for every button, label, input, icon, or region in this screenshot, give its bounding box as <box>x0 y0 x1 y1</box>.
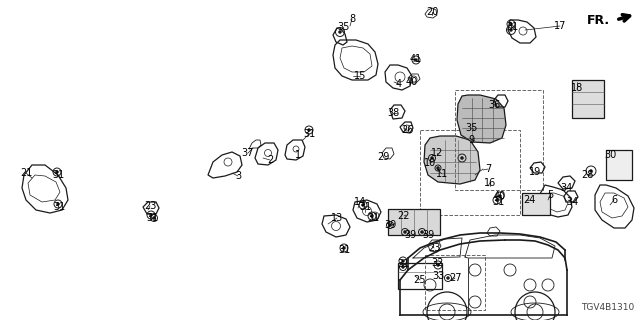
Circle shape <box>420 230 424 234</box>
Circle shape <box>499 195 502 197</box>
Text: 31: 31 <box>53 202 65 212</box>
Circle shape <box>403 230 406 234</box>
Text: 31: 31 <box>367 213 379 223</box>
Polygon shape <box>424 136 480 184</box>
Text: 31: 31 <box>146 213 158 223</box>
Text: 5: 5 <box>547 190 553 200</box>
Text: 20: 20 <box>426 7 438 17</box>
Circle shape <box>415 59 417 61</box>
Text: 4: 4 <box>396 79 402 89</box>
Text: 21: 21 <box>20 168 32 178</box>
Text: 7: 7 <box>485 164 491 174</box>
Text: 2: 2 <box>267 155 273 165</box>
Text: 39: 39 <box>422 230 434 240</box>
Text: 31: 31 <box>359 202 371 212</box>
Circle shape <box>388 223 392 227</box>
Text: 33: 33 <box>432 271 444 281</box>
Text: FR.: FR. <box>587 14 610 28</box>
Text: 3: 3 <box>235 171 241 181</box>
Bar <box>420 130 520 215</box>
Text: 13: 13 <box>331 213 343 223</box>
Circle shape <box>56 171 58 173</box>
Text: 27: 27 <box>449 273 461 283</box>
Bar <box>425 255 485 310</box>
Text: 22: 22 <box>397 211 410 221</box>
Text: 23: 23 <box>144 201 156 211</box>
Text: 32: 32 <box>432 258 444 268</box>
Circle shape <box>470 126 474 130</box>
Circle shape <box>461 156 463 159</box>
Text: 28: 28 <box>581 170 593 180</box>
Text: 34: 34 <box>566 197 578 207</box>
Bar <box>388 209 440 235</box>
Bar <box>572 80 604 118</box>
Circle shape <box>436 263 440 267</box>
Text: 18: 18 <box>571 83 583 93</box>
Text: 19: 19 <box>529 167 541 177</box>
Text: 29: 29 <box>377 152 389 162</box>
Circle shape <box>401 266 404 268</box>
Bar <box>455 90 543 190</box>
Text: 40: 40 <box>494 191 506 201</box>
Text: 9: 9 <box>468 135 474 145</box>
Circle shape <box>342 246 346 250</box>
Bar <box>606 150 632 180</box>
Circle shape <box>307 129 310 132</box>
Text: 31: 31 <box>338 245 350 255</box>
Text: 35: 35 <box>466 123 478 133</box>
Circle shape <box>401 260 404 262</box>
Circle shape <box>495 198 499 202</box>
Text: 38: 38 <box>387 108 399 118</box>
Polygon shape <box>457 95 506 143</box>
Circle shape <box>447 276 449 279</box>
Text: 31: 31 <box>52 170 64 180</box>
Bar <box>398 263 442 289</box>
Text: 6: 6 <box>611 195 617 205</box>
Text: TGV4B1310: TGV4B1310 <box>580 303 634 312</box>
Text: 31: 31 <box>303 129 315 139</box>
Text: 41: 41 <box>410 54 422 64</box>
Text: 37: 37 <box>242 148 254 158</box>
Circle shape <box>371 214 374 218</box>
Bar <box>522 193 550 215</box>
Text: 15: 15 <box>354 71 366 81</box>
Text: 16: 16 <box>484 178 496 188</box>
Circle shape <box>436 166 440 170</box>
Circle shape <box>431 156 433 159</box>
Text: 31: 31 <box>397 259 409 269</box>
Text: 11: 11 <box>436 169 448 179</box>
Text: 34: 34 <box>560 183 572 193</box>
Text: 1: 1 <box>295 150 301 160</box>
Circle shape <box>509 28 513 31</box>
Text: 10: 10 <box>424 158 436 168</box>
Text: 24: 24 <box>523 195 535 205</box>
Text: 8: 8 <box>349 14 355 24</box>
Text: 35: 35 <box>337 22 349 32</box>
Circle shape <box>509 22 513 26</box>
Text: 39: 39 <box>384 220 396 230</box>
Circle shape <box>362 204 365 206</box>
Text: 14: 14 <box>354 197 366 207</box>
Text: 23: 23 <box>428 243 440 253</box>
Text: 30: 30 <box>604 150 616 160</box>
Text: 17: 17 <box>554 21 566 31</box>
Text: 26: 26 <box>401 125 413 135</box>
Circle shape <box>56 203 60 205</box>
Text: 31: 31 <box>492 197 504 207</box>
Text: 12: 12 <box>431 148 443 158</box>
Text: 31: 31 <box>506 22 518 32</box>
Circle shape <box>152 217 156 220</box>
Circle shape <box>589 170 593 172</box>
Text: 39: 39 <box>404 230 416 240</box>
Text: 25: 25 <box>413 275 426 285</box>
Circle shape <box>150 213 152 217</box>
Text: 36: 36 <box>488 100 500 110</box>
Circle shape <box>339 30 342 34</box>
Text: 40: 40 <box>406 77 418 87</box>
